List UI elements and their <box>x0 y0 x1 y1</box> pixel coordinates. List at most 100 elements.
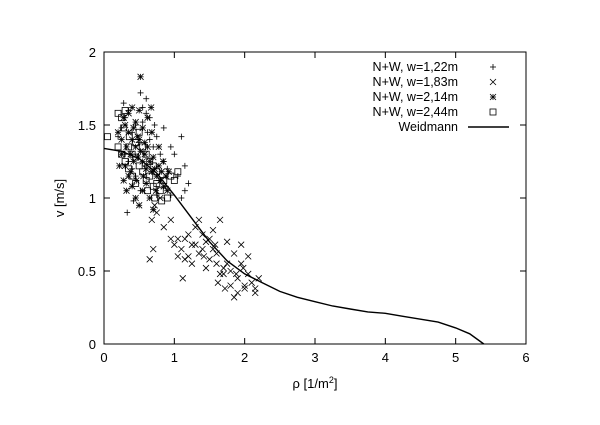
data-point-x <box>216 270 224 278</box>
data-point-plus <box>171 151 178 158</box>
data-point-x <box>171 241 178 249</box>
data-point-x <box>244 253 252 260</box>
data-point-asterisk <box>146 158 153 165</box>
data-point-x <box>206 235 213 243</box>
x-axis-label-end: ] <box>334 376 338 391</box>
data-point-square <box>120 124 128 132</box>
data-point-square <box>139 143 147 151</box>
data-point-x <box>241 282 248 289</box>
data-point-square <box>135 128 143 136</box>
data-point-x <box>151 202 158 209</box>
data-point-x <box>227 267 234 275</box>
data-point-square <box>114 109 122 117</box>
data-point-plus <box>160 124 167 131</box>
data-point-x <box>232 270 240 278</box>
data-point-asterisk <box>137 73 144 81</box>
data-point-square <box>121 158 129 165</box>
data-point-x <box>148 216 156 224</box>
legend-marker-x <box>489 78 497 86</box>
data-point-x <box>146 256 153 263</box>
data-point-asterisk <box>132 118 139 126</box>
data-point-square <box>174 168 182 176</box>
legend-marker-square <box>489 108 497 116</box>
y-tick-label: 1 <box>89 191 96 206</box>
x-tick-label: 0 <box>100 350 107 365</box>
data-point-asterisk <box>120 177 127 184</box>
data-point-plus <box>139 104 146 111</box>
data-point-plus <box>181 187 188 194</box>
series-line <box>103 147 485 345</box>
legend-label: N+W, w=1,22m <box>373 60 458 74</box>
data-point-x <box>167 216 175 224</box>
data-point-x <box>199 231 206 238</box>
data-point-asterisk <box>134 133 142 140</box>
data-point-plus <box>151 122 158 128</box>
data-point-square <box>142 150 150 158</box>
data-point-x <box>181 235 189 243</box>
data-point-x <box>237 260 245 267</box>
data-point-x <box>239 264 247 272</box>
x-tick-label: 4 <box>382 350 389 365</box>
data-point-asterisk <box>148 129 156 136</box>
data-point-square <box>153 179 161 187</box>
data-point-asterisk <box>137 147 144 155</box>
data-point-asterisk <box>155 143 163 151</box>
data-point-x <box>209 226 217 234</box>
data-point-asterisk <box>135 107 143 114</box>
data-point-square <box>104 133 111 141</box>
data-point-x <box>251 289 259 297</box>
x-axis-label: ρ [1/m2] <box>293 375 338 391</box>
data-point-plus <box>118 124 125 131</box>
data-point-square <box>156 187 164 195</box>
x-axis-label-main: ρ [1/m <box>293 376 329 391</box>
data-point-asterisk <box>116 162 123 170</box>
data-point-x <box>221 285 229 292</box>
data-point-asterisk <box>128 104 136 111</box>
data-point-asterisk <box>135 202 143 209</box>
data-point-square <box>146 158 154 165</box>
data-point-square <box>158 197 166 205</box>
y-axis-label: v [m/s] <box>52 179 67 217</box>
legend-label: N+W, w=2,14m <box>373 90 458 104</box>
data-point-square <box>132 139 140 146</box>
data-point-x <box>248 279 255 286</box>
data-point-x <box>220 270 227 278</box>
data-point-square <box>125 143 133 151</box>
data-point-plus <box>167 143 174 150</box>
data-point-x <box>149 245 157 253</box>
data-point-plus <box>120 100 127 107</box>
data-point-x <box>199 245 206 253</box>
plot-frame <box>103 51 527 345</box>
weidmann-curve <box>103 147 485 345</box>
data-point-x <box>181 256 189 263</box>
data-point-plus <box>178 195 185 201</box>
data-point-x <box>200 253 208 260</box>
data-point-x <box>220 264 227 272</box>
data-point-plus <box>157 151 164 158</box>
data-point-asterisk <box>147 104 155 111</box>
data-point-square <box>149 162 157 170</box>
data-point-plus <box>150 143 157 150</box>
x-tick-label: 5 <box>452 350 459 365</box>
x-tick-label: 6 <box>522 350 529 365</box>
data-point-asterisk <box>123 143 130 151</box>
x-axis-label-sup: 2 <box>329 375 334 385</box>
data-point-square <box>125 165 133 173</box>
data-point-x <box>185 253 192 260</box>
data-point-plus <box>178 133 185 140</box>
x-tick-label: 1 <box>171 350 178 365</box>
y-tick-label: 2 <box>89 45 96 60</box>
data-point-asterisk <box>141 139 149 146</box>
data-point-x <box>192 241 199 249</box>
data-point-x <box>237 241 245 249</box>
data-point-x <box>153 209 161 216</box>
data-point-asterisk <box>132 194 139 202</box>
data-point-plus <box>143 110 150 117</box>
data-point-square <box>139 168 147 176</box>
x-tick-label: 3 <box>311 350 318 365</box>
data-point-asterisk <box>149 206 157 213</box>
data-point-x <box>227 282 234 289</box>
data-point-x <box>202 264 210 272</box>
